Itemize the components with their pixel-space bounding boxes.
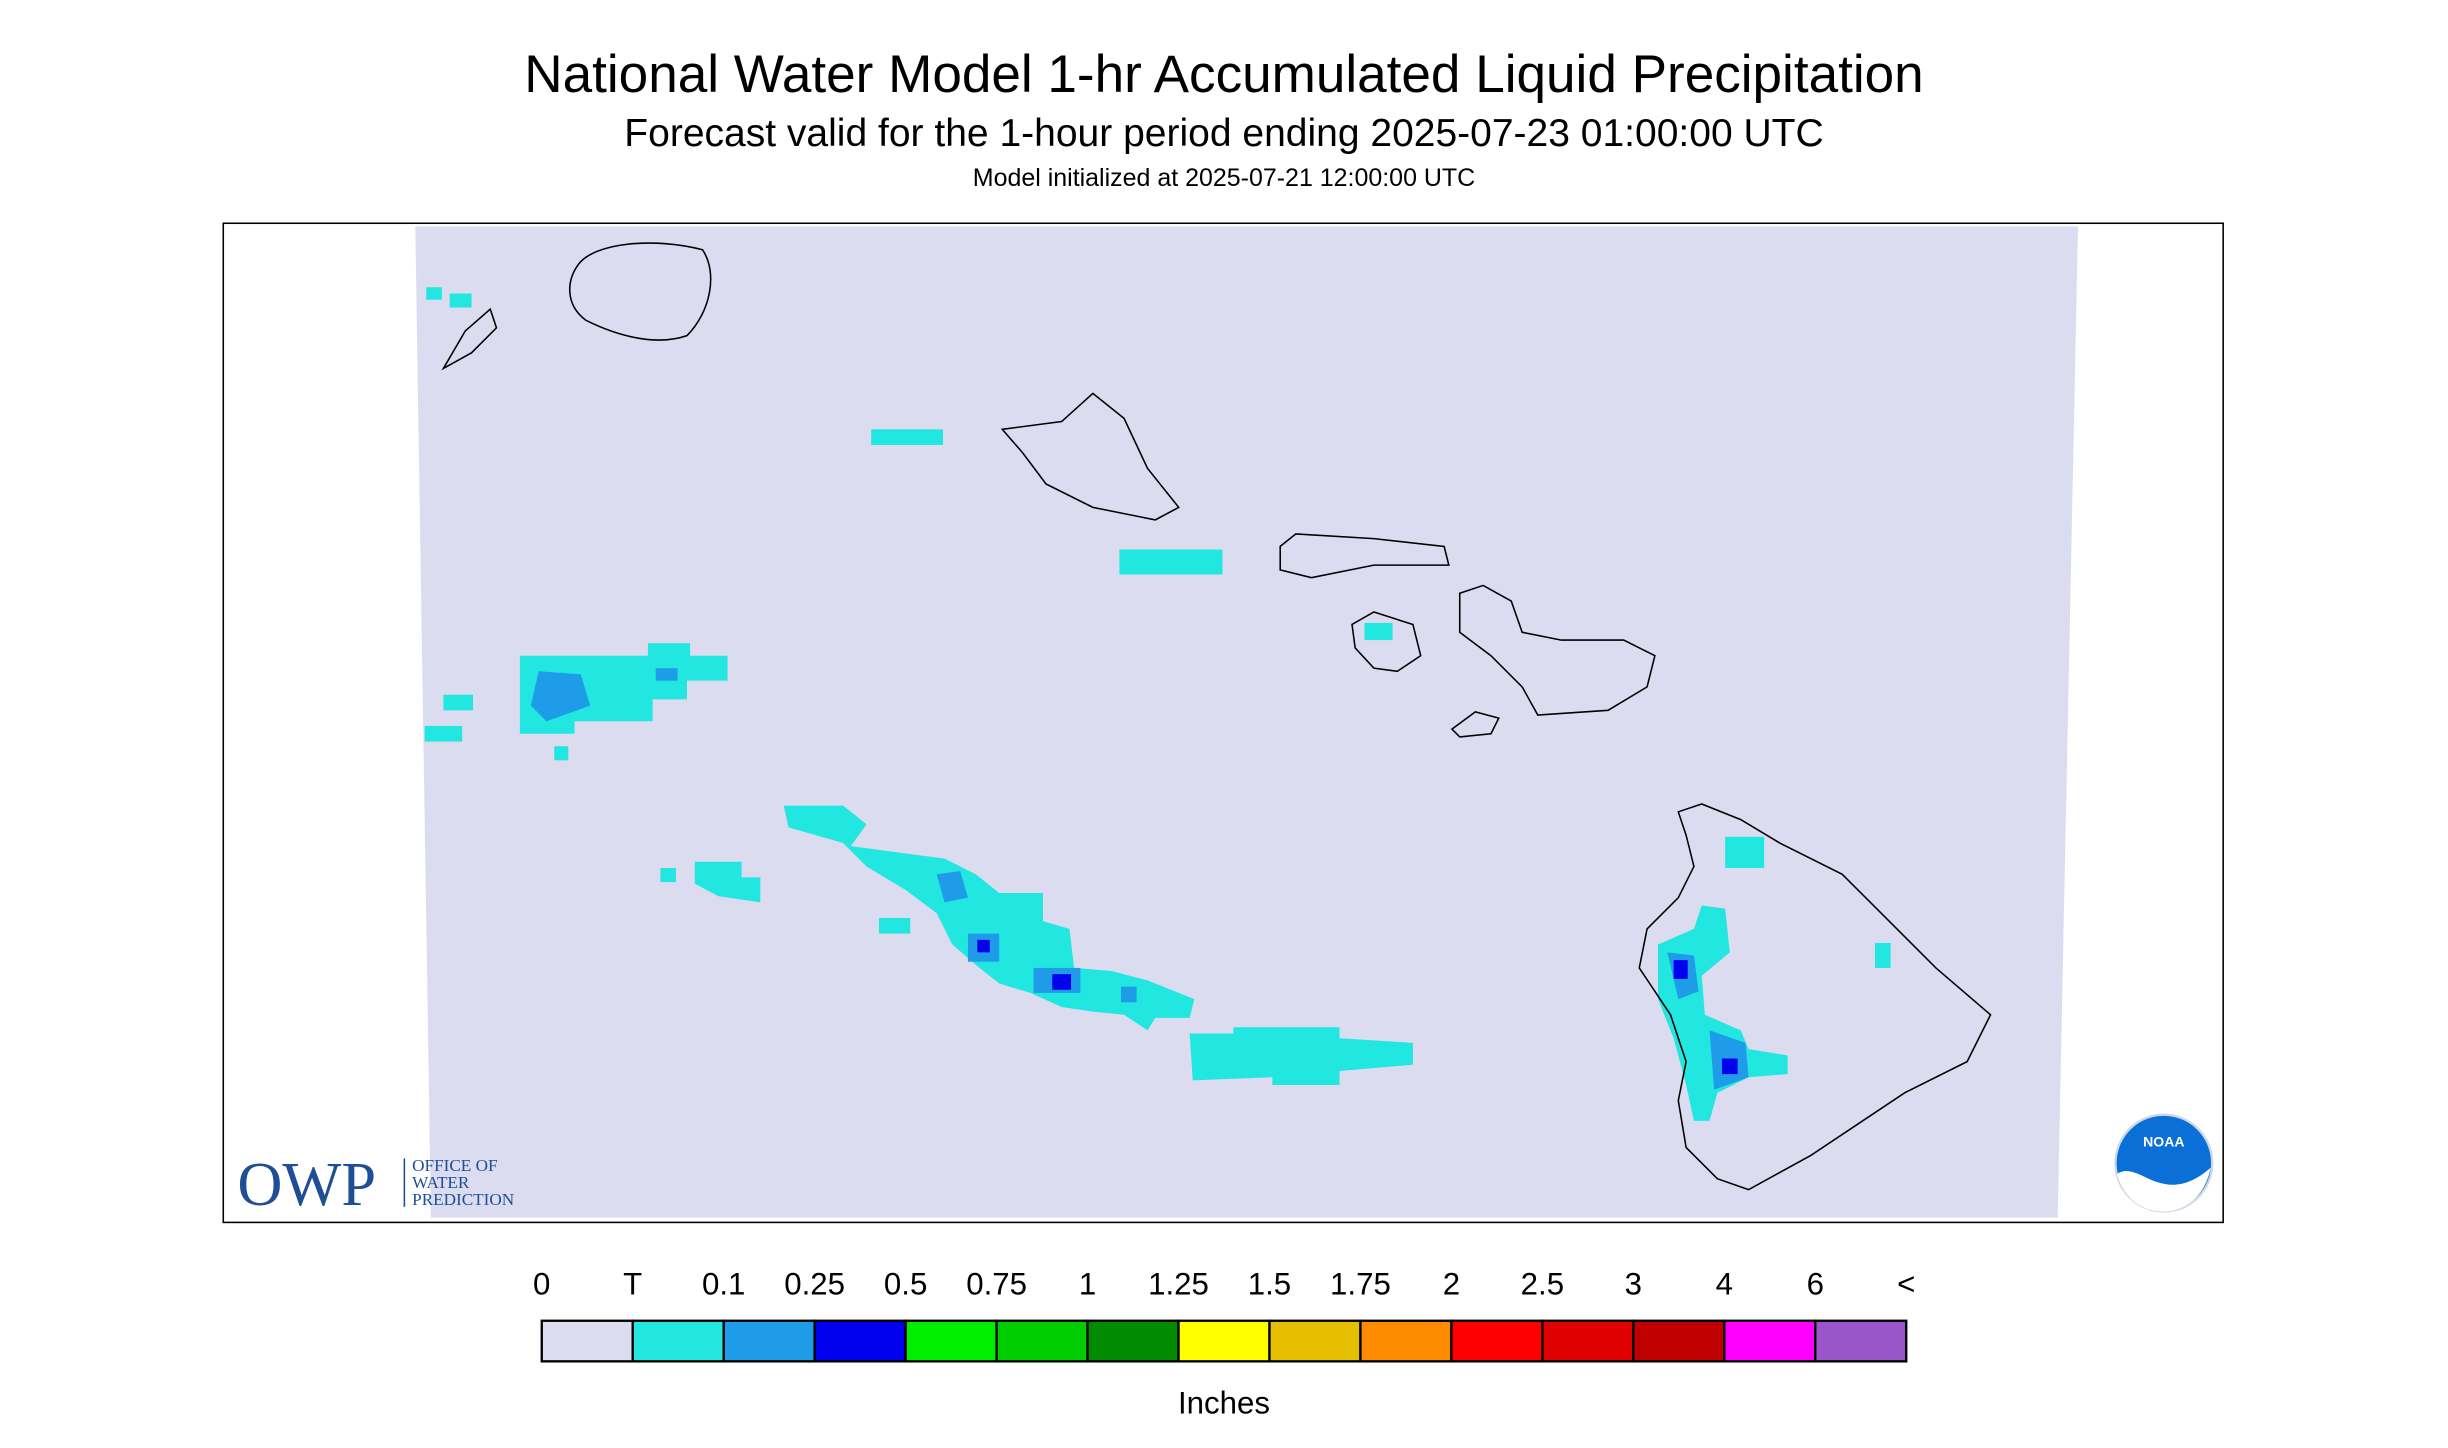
colorbar-swatch <box>904 1319 998 1363</box>
coastlines <box>441 242 1992 1191</box>
colorbar-label: 0.1 <box>702 1267 745 1302</box>
colorbar-swatch <box>631 1319 725 1363</box>
owp-logo: OWP OFFICE OF WATER PREDICTION <box>237 1149 514 1219</box>
colorbar-label: 1.75 <box>1330 1267 1391 1302</box>
title: National Water Model 1-hr Accumulated Li… <box>524 45 1923 104</box>
colorbar-label: 2 <box>1443 1267 1460 1302</box>
colorbar-swatch <box>1814 1319 1908 1363</box>
colorbar-label: 2.5 <box>1521 1267 1564 1302</box>
colorbar-swatch <box>1632 1319 1726 1363</box>
colorbar-label: 0.75 <box>966 1267 1027 1302</box>
colorbar-label: 3 <box>1625 1267 1642 1302</box>
colorbar-label: 1 <box>1079 1267 1096 1302</box>
init-note: Model initialized at 2025-07-21 12:00:00… <box>973 164 1475 192</box>
owp-line: PREDICTION <box>412 1190 514 1209</box>
precipitation <box>424 287 1891 1121</box>
owp-line: WATER <box>412 1173 470 1192</box>
colorbar-swatch <box>540 1319 634 1363</box>
colorbar-label: T <box>623 1267 642 1302</box>
colorbar-swatch <box>1359 1319 1453 1363</box>
owp-line: OFFICE OF <box>412 1156 497 1175</box>
colorbar-label: 0 <box>533 1267 550 1302</box>
colorbar-swatch <box>1541 1319 1635 1363</box>
colorbar-swatch <box>1086 1319 1180 1363</box>
colorbar-label: < <box>1897 1267 1915 1302</box>
colorbar-label: 4 <box>1716 1267 1733 1302</box>
colorbar-label: 6 <box>1807 1267 1824 1302</box>
colorbar-label: 1.25 <box>1148 1267 1209 1302</box>
colorbar-label: 1.5 <box>1248 1267 1291 1302</box>
colorbar-swatch <box>722 1319 816 1363</box>
colorbar: 0 T 0.1 0.25 0.5 0.75 1 1.25 1.5 1.75 2 2.5 3 4 6 < <box>533 1267 1915 1363</box>
subtitle: Forecast valid for the 1-hour period end… <box>624 112 1823 155</box>
colorbar-swatch <box>1723 1319 1817 1363</box>
colorbar-swatch <box>1450 1319 1544 1363</box>
colorbar-swatch <box>1177 1319 1271 1363</box>
noaa-text: NOAA <box>2143 1134 2184 1150</box>
colorbar-swatch <box>1268 1319 1362 1363</box>
colorbar-label: 0.5 <box>884 1267 927 1302</box>
colorbar-unit: Inches <box>1178 1385 1270 1420</box>
colorbar-swatch <box>995 1319 1089 1363</box>
noaa-logo: NOAA <box>2114 1113 2214 1213</box>
owp-wordmark: OWP <box>237 1149 376 1219</box>
colorbar-swatch <box>813 1319 907 1363</box>
colorbar-label: 0.25 <box>784 1267 845 1302</box>
